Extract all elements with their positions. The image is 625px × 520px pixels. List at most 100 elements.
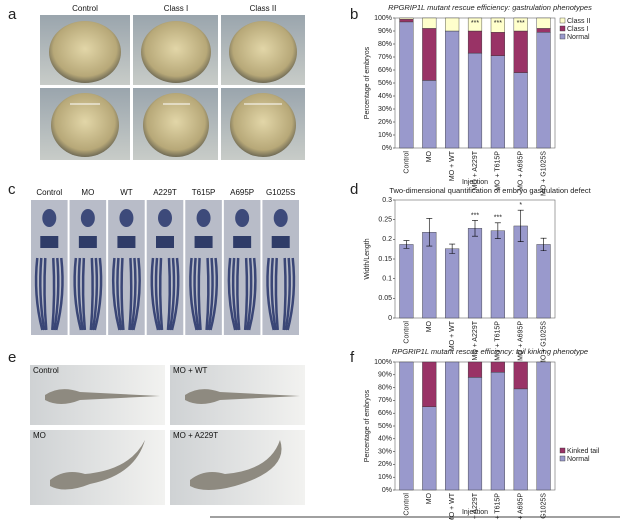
chart: RPGRIP1L mutant rescue efficiency: tail …	[364, 347, 600, 520]
x-tick-label: MO + A695P	[518, 151, 525, 191]
column-label: G1025S	[266, 188, 295, 197]
legend-label: Class II	[567, 18, 590, 25]
bar-segment	[513, 17, 528, 32]
stain	[194, 236, 213, 248]
chart-title: RPGRIP1L mutant rescue efficiency: tail …	[392, 347, 588, 356]
x-tick-label: MO + G1025S	[540, 151, 547, 196]
panel-letter: e	[8, 349, 16, 366]
y-tick-label: 0%	[382, 145, 392, 152]
x-tick-label: MO + T615P	[495, 151, 502, 191]
legend-swatch	[559, 447, 566, 454]
bar-segment	[513, 388, 528, 491]
bar-segment	[467, 17, 483, 32]
bar	[399, 244, 414, 319]
x-tick-label: MO + A229T	[472, 320, 479, 360]
legend-swatch	[559, 25, 566, 32]
column-label: T615P	[192, 188, 216, 197]
y-axis-label: Percentage of embryos	[364, 389, 371, 462]
bar	[490, 230, 505, 319]
column-label: Class II	[250, 4, 277, 13]
x-tick-label: Control	[403, 321, 410, 344]
legend-label: Class I	[567, 26, 588, 33]
stain	[81, 257, 94, 331]
y-tick-label: 0.2	[382, 236, 392, 243]
stain	[273, 209, 288, 227]
stain	[150, 257, 180, 331]
stain	[158, 209, 172, 227]
photo-label: MO + WT	[173, 366, 208, 375]
y-tick-label: 20%	[378, 461, 392, 468]
column-label: A229T	[153, 188, 177, 197]
column-label: Class I	[164, 4, 188, 13]
y-tick-label: 10%	[378, 132, 392, 139]
bar-segment	[422, 28, 437, 81]
x-tick-label: MO + G1025S	[540, 493, 547, 520]
y-tick-label: 80%	[378, 41, 392, 48]
y-tick-label: 60%	[378, 410, 392, 417]
stain	[156, 236, 174, 248]
annotation: ***	[517, 20, 525, 27]
stain	[274, 257, 287, 331]
legend-swatch	[559, 33, 566, 40]
legend-swatch	[559, 17, 566, 24]
bar-segment	[399, 21, 414, 149]
bar-segment	[490, 361, 505, 373]
annotation: ***	[494, 215, 502, 222]
x-tick-label: Control	[403, 493, 410, 516]
stain	[34, 257, 64, 331]
stain	[77, 257, 99, 331]
x-tick-label: MO + WT	[449, 150, 456, 181]
stain	[119, 209, 134, 227]
x-tick-label: MO + A229T	[472, 492, 479, 520]
y-tick-label: 0.3	[382, 197, 392, 204]
y-tick-label: 90%	[378, 28, 392, 35]
panel-letter: f	[350, 349, 355, 366]
bar-segment	[399, 19, 414, 23]
stain	[116, 257, 137, 331]
bar	[445, 248, 460, 319]
bar-segment	[513, 30, 528, 73]
legend-label: Kinked tail	[567, 448, 600, 455]
chart: RPGRIP1L mutant rescue efficiency: gastr…	[364, 3, 592, 196]
error-bar	[517, 209, 524, 242]
panel-letter: a	[8, 6, 17, 23]
stain	[80, 209, 95, 227]
x-tick-label: MO + A695P	[518, 493, 525, 520]
y-tick-label: 50%	[378, 423, 392, 430]
x-tick-label: MO + WT	[449, 492, 456, 520]
panel-c-photos	[31, 200, 299, 335]
stain	[111, 257, 141, 331]
y-axis-label: Width/Length	[364, 238, 371, 279]
bar-segment	[445, 361, 460, 491]
bar-segment	[536, 17, 551, 29]
panel-e-photos	[30, 365, 305, 505]
x-tick-label: MO + T615P	[495, 493, 502, 520]
photo-label: Control	[33, 366, 59, 375]
error-bar	[540, 237, 547, 252]
photo-label: MO	[33, 431, 46, 440]
panel-letter: c	[8, 181, 16, 198]
bar-segment	[445, 30, 460, 149]
stain	[40, 236, 59, 248]
y-tick-label: 0.15	[378, 256, 392, 263]
legend-label: Normal	[567, 456, 590, 463]
bar-segment	[490, 55, 505, 149]
y-tick-label: 30%	[378, 448, 392, 455]
stain	[78, 236, 97, 248]
bar-segment	[490, 32, 505, 56]
x-tick-label: MO + A695P	[518, 321, 525, 361]
stain	[236, 257, 249, 331]
stain	[158, 257, 172, 331]
chart-title: RPGRIP1L mutant rescue efficiency: gastr…	[388, 3, 592, 12]
panel-a-photos	[40, 15, 305, 160]
y-tick-label: 0.25	[378, 217, 392, 224]
y-tick-label: 0.05	[378, 295, 392, 302]
y-tick-label: 40%	[378, 436, 392, 443]
stain	[193, 257, 214, 331]
bar-segment	[422, 361, 437, 407]
bar-segment	[467, 30, 483, 54]
annotation: ***	[471, 20, 479, 27]
stain	[43, 257, 56, 331]
stain	[39, 257, 60, 331]
annotation: *	[519, 202, 522, 209]
